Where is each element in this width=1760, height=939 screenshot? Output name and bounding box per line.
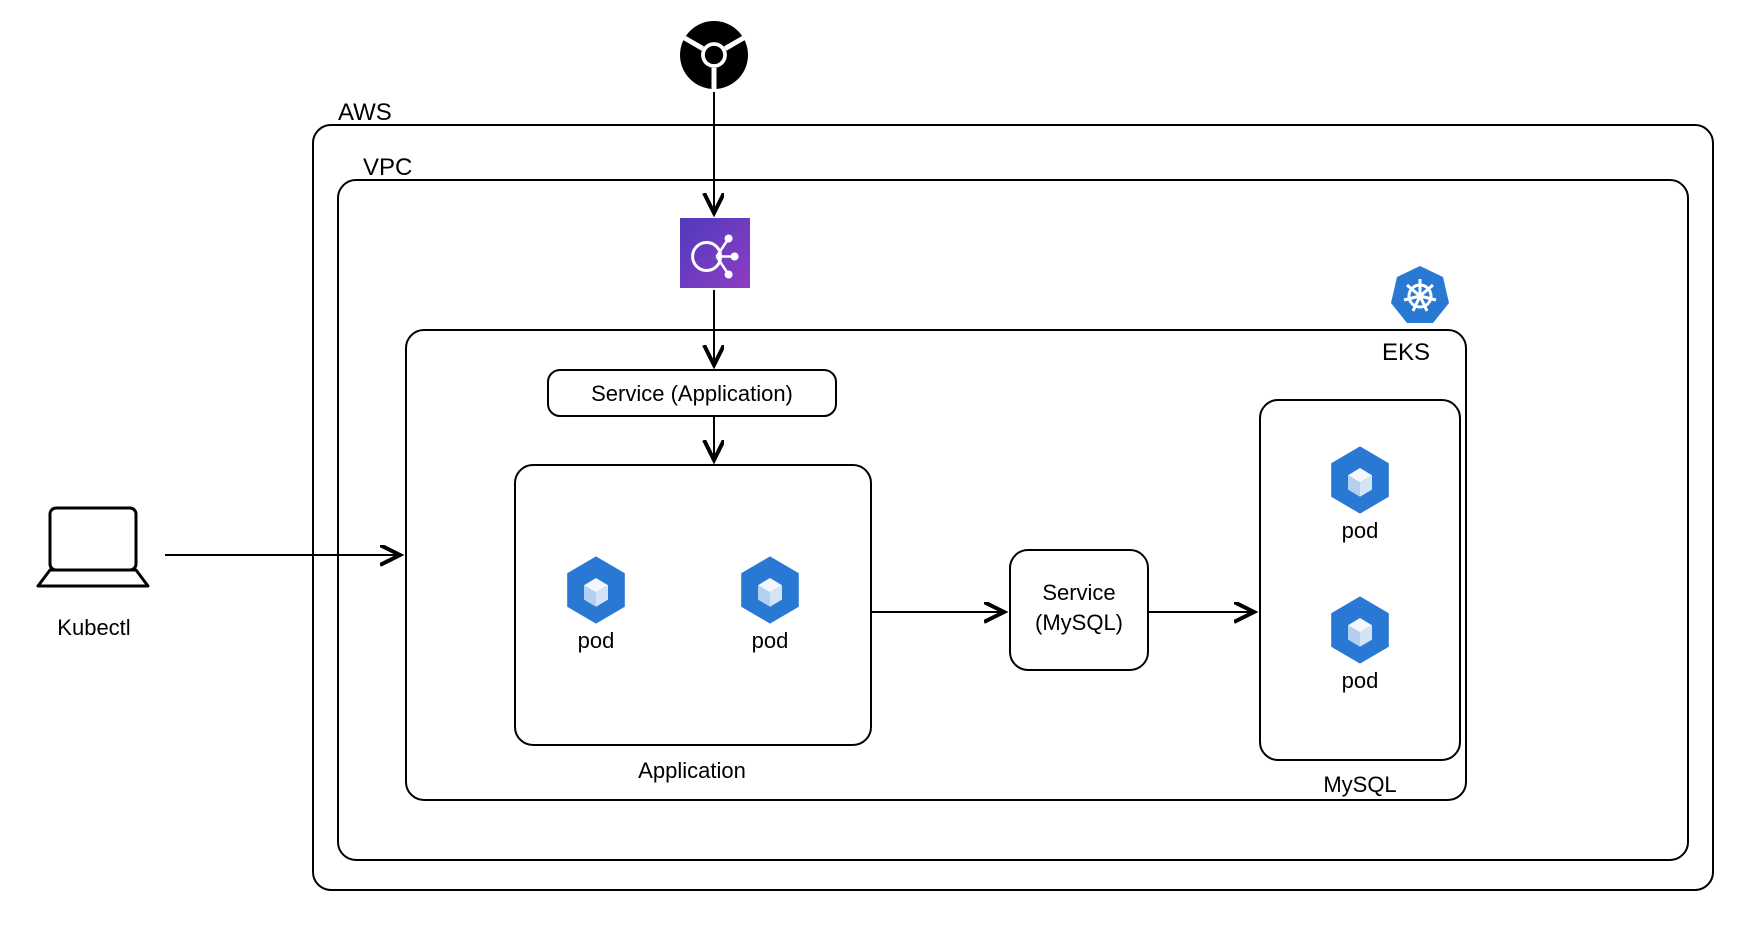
pod-label: pod [1342,518,1379,543]
pod-label: pod [752,628,789,653]
service-mysql-label: (MySQL) [1035,610,1123,635]
architecture-diagram: AWS VPC EKS Service (Application) Applic… [0,0,1760,939]
kubectl-label: Kubectl [57,615,130,640]
chrome-icon [680,21,748,89]
service-application-label: Service (Application) [591,381,793,406]
aws-label: AWS [338,99,392,126]
application-label: Application [638,758,746,783]
pod-label: pod [1342,668,1379,693]
mysql-label: MySQL [1323,772,1396,797]
service-mysql-label: Service [1042,580,1115,605]
pod-label: pod [578,628,615,653]
load-balancer-icon [680,218,750,288]
eks-label: EKS [1382,339,1430,366]
laptop-icon [38,508,148,586]
vpc-label: VPC [363,154,412,181]
